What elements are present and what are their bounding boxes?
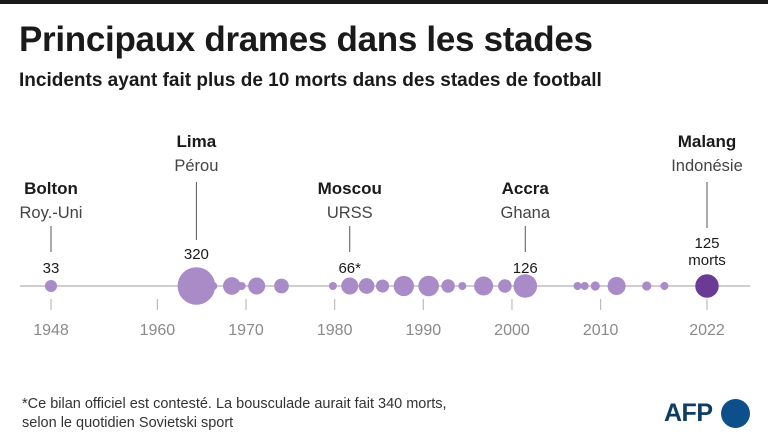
event-bubble <box>237 282 246 290</box>
annotation-value: 33 <box>43 260 60 277</box>
event-bubble <box>580 282 589 290</box>
event-bubble <box>375 279 390 293</box>
event-bubble <box>441 279 455 293</box>
x-tick-label: 1960 <box>140 322 176 339</box>
annotation-value-unit: morts <box>688 252 726 269</box>
timeline-chart: 1948 1960 1970 1980 1990 2000 2010 2022 Bolton Ro… <box>20 132 750 339</box>
annotation-country: URSS <box>327 204 373 222</box>
chart-subtitle: Incidents ayant fait plus de 10 morts da… <box>19 70 602 91</box>
x-tick-label: 2010 <box>583 322 619 339</box>
afp-globe-icon <box>721 399 750 428</box>
annotation-value: 125 <box>694 235 719 252</box>
event-bubble <box>341 277 359 295</box>
annotation-city: Accra <box>502 179 550 198</box>
annotation-city: Bolton <box>24 179 78 198</box>
annotation-value: 320 <box>184 246 209 263</box>
afp-logo: AFP <box>664 398 754 430</box>
event-bubble <box>44 279 58 293</box>
annotation-country: Indonésie <box>671 157 743 175</box>
annotation-value: 126 <box>513 260 538 277</box>
x-tick-label: 1990 <box>406 322 442 339</box>
event-bubble <box>222 277 241 295</box>
event-bubble <box>660 282 669 290</box>
x-tick-label: 2022 <box>689 322 725 339</box>
footnote-line-1: *Ce bilan officiel est contesté. La bous… <box>22 396 447 412</box>
annotation-city: Lima <box>177 132 217 151</box>
annotation-value: 66* <box>338 260 361 277</box>
event-bubble <box>590 281 600 291</box>
x-tick-label: 1970 <box>228 322 264 339</box>
event-bubble <box>573 282 582 290</box>
afp-logo-text: AFP <box>664 399 713 427</box>
event-bubble <box>474 276 494 296</box>
annotation-city: Moscou <box>318 179 382 198</box>
footnote: *Ce bilan officiel est contesté. La bous… <box>22 395 542 433</box>
event-bubble <box>358 278 375 294</box>
x-tick-label: 1948 <box>33 322 69 339</box>
event-bubble <box>274 278 289 294</box>
event-bubble <box>642 281 652 291</box>
x-tick-label: 1980 <box>317 322 353 339</box>
event-bubble <box>458 282 467 290</box>
chart-title: Principaux drames dans les stades <box>19 20 593 59</box>
event-bubble <box>209 281 218 291</box>
annotation-country: Roy.-Uni <box>20 204 83 222</box>
event-bubble <box>418 275 439 297</box>
footnote-line-2: selon le quotidien Sovietski sport <box>22 415 234 431</box>
event-bubble <box>248 277 266 295</box>
highlight-bubble <box>695 274 719 298</box>
x-tick-label: 2000 <box>494 322 530 339</box>
annotation-country: Ghana <box>500 204 550 222</box>
event-bubble <box>513 274 538 298</box>
event-bubble <box>177 267 216 305</box>
annotation-city: Malang <box>678 132 737 151</box>
event-bubble <box>393 275 414 297</box>
annotation-country: Pérou <box>174 157 218 175</box>
top-rule <box>0 0 768 4</box>
event-bubble <box>498 279 512 293</box>
event-bubble <box>607 276 626 296</box>
event-bubble <box>328 282 337 290</box>
